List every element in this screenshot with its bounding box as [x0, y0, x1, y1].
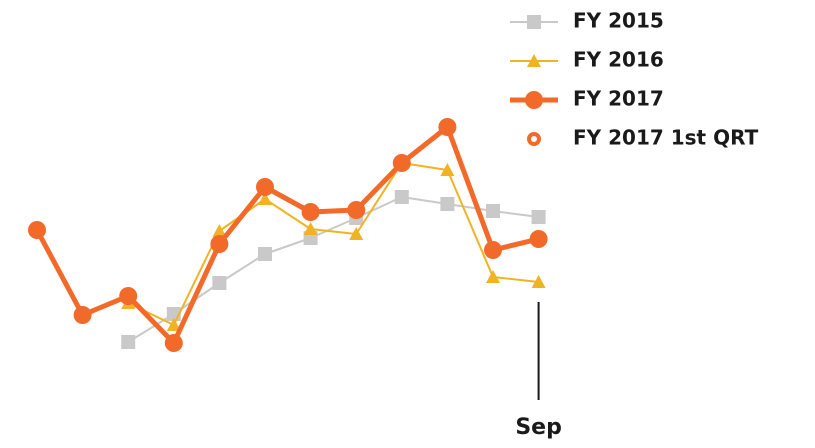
- data-point: [303, 222, 318, 235]
- data-point: [347, 201, 366, 219]
- data-point: [121, 291, 136, 305]
- x-tick-label: Sep: [515, 415, 562, 440]
- data-point: [164, 334, 183, 352]
- data-point: [529, 230, 548, 248]
- data-point: [73, 306, 92, 324]
- data-point: [256, 178, 274, 196]
- data-point: [392, 154, 411, 172]
- legend-label: FY 2016: [573, 48, 664, 72]
- data-point: [394, 190, 409, 204]
- series-line: [34, 124, 540, 346]
- legend-marker: [527, 15, 541, 29]
- series-line: [127, 162, 539, 326]
- data-point: [212, 224, 227, 237]
- data-point: [531, 275, 546, 288]
- legend-marker: [527, 54, 541, 67]
- data-point: [258, 192, 272, 205]
- data-point: [440, 197, 455, 211]
- data-point: [166, 318, 181, 331]
- legend-label: FY 2017 1st QRT: [573, 126, 759, 150]
- data-point: [486, 270, 500, 283]
- data-point: [212, 276, 227, 290]
- legend-label: FY 2017: [573, 87, 664, 111]
- data-point: [301, 203, 320, 221]
- data-point: [440, 163, 455, 176]
- series-line: [127, 196, 539, 343]
- data-point: [349, 227, 364, 240]
- data-point: [210, 235, 229, 253]
- data-point: [438, 118, 457, 136]
- legend-marker: [527, 132, 541, 146]
- legend-marker: [525, 91, 543, 109]
- data-point: [484, 241, 502, 259]
- data-point: [486, 204, 500, 218]
- legend-label: FY 2015: [573, 9, 664, 33]
- data-point: [258, 247, 272, 261]
- data-point: [121, 335, 136, 349]
- data-point: [28, 221, 46, 239]
- data-point: [531, 210, 546, 224]
